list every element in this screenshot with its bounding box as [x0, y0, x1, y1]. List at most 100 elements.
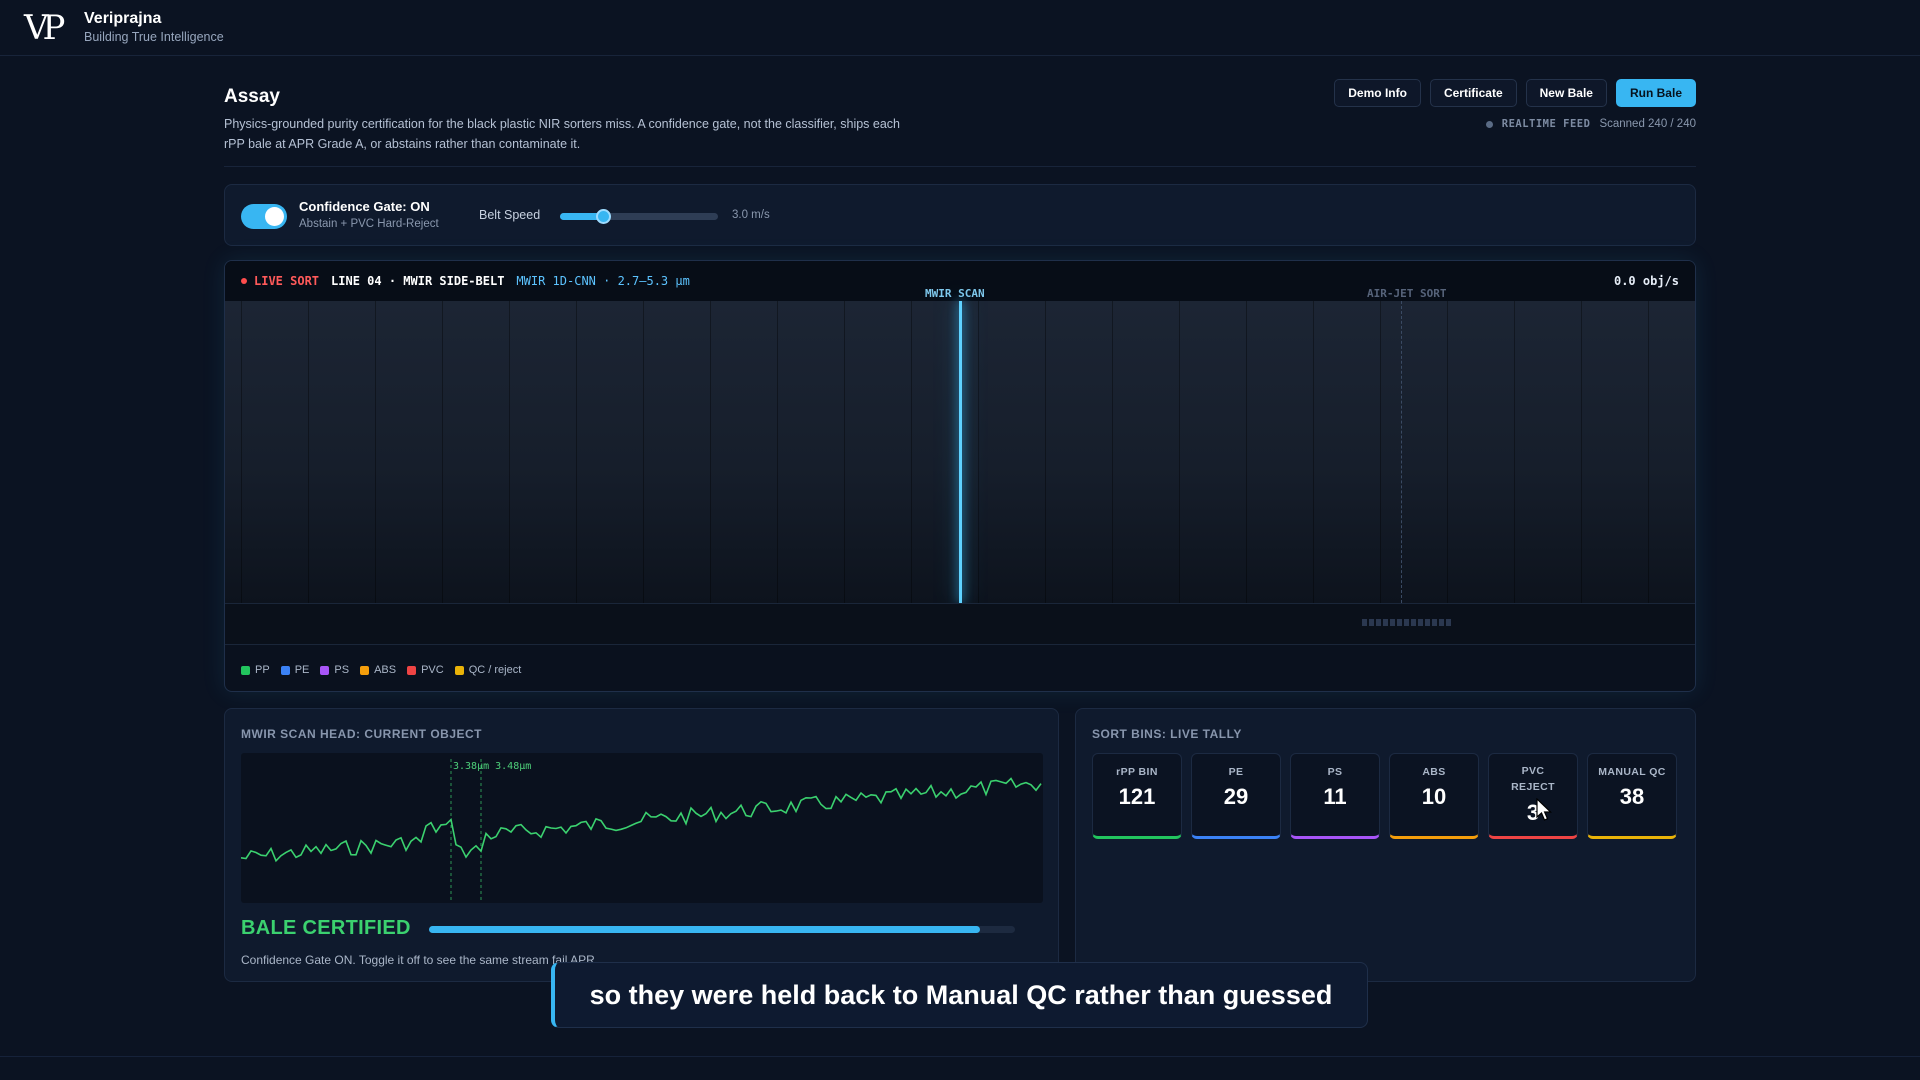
belt-lane-divider — [911, 301, 912, 603]
legend-swatch — [280, 665, 290, 675]
belt-speed-label: Belt Speed — [479, 208, 541, 222]
live-indicator-icon — [241, 278, 247, 284]
scan-head-title: MWIR SCAN HEAD: CURRENT OBJECT — [241, 727, 482, 741]
sort-bin-manual-qc[interactable]: MANUAL QC 38 — [1587, 753, 1677, 839]
spectrum-trace — [240, 777, 1042, 863]
new-bale-button[interactable]: New Bale — [1525, 79, 1607, 107]
feed-label: REALTIME FEED — [1501, 118, 1591, 130]
legend-label: ABS — [374, 664, 397, 676]
feed-dot-icon — [1485, 120, 1493, 128]
legend-item: PE — [280, 664, 310, 676]
sort-bin-ps[interactable]: PS 11 — [1290, 753, 1380, 839]
air-jet-nozzle — [1439, 619, 1444, 626]
brand-logo[interactable]: VP — [24, 8, 65, 48]
legend-item: QC / reject — [454, 664, 522, 676]
confidence-gate-sublabel: Abstain + PVC Hard-Reject — [299, 218, 439, 230]
mwir-scan-line — [959, 301, 962, 603]
mwir-scan-label: MWIR SCAN — [925, 287, 985, 300]
belt-lane-divider — [1112, 301, 1113, 603]
belt-speed-slider[interactable] — [560, 209, 718, 224]
belt-lane-divider — [1380, 301, 1381, 603]
bale-progress-fill — [429, 926, 980, 933]
legend-item: ABS — [360, 664, 396, 676]
air-jet-line — [1401, 301, 1402, 603]
brand-name[interactable]: Veriprajna — [84, 10, 162, 27]
belt-lane-divider — [1447, 301, 1448, 603]
scan-head-panel: MWIR SCAN HEAD: CURRENT OBJECT 3.38µm 3.… — [224, 708, 1059, 982]
belt-lane-divider — [844, 301, 845, 603]
belt-lower-rail — [225, 603, 1695, 645]
controls-panel: Confidence Gate: ON Abstain + PVC Hard-R… — [224, 184, 1696, 246]
belt-lane-divider — [576, 301, 577, 603]
sort-bin-pvc-reject[interactable]: PVC REJECT 3 — [1488, 753, 1578, 839]
air-jet-nozzle — [1425, 619, 1430, 626]
legend-label: PS — [334, 664, 350, 676]
demo-info-button[interactable]: Demo Info — [1334, 79, 1421, 107]
sort-bin-count: 38 — [1619, 784, 1645, 809]
legend-item: PVC — [407, 664, 444, 676]
air-jet-nozzles — [1362, 619, 1451, 626]
spectrum-marker-label: 3.38µm 3.48µm — [453, 761, 532, 772]
air-jet-nozzle — [1369, 619, 1374, 626]
live-sort-header: LIVE SORT LINE 04 · MWIR SIDE-BELT MWIR … — [225, 261, 1695, 301]
spectrum-plot: 3.38µm 3.48µm — [240, 753, 1043, 903]
air-jet-nozzle — [1432, 619, 1437, 626]
material-legend: PP PE PS ABS PVC QC / reject — [241, 664, 521, 676]
sort-bin-label: PVC REJECT — [1511, 765, 1555, 793]
confidence-gate-toggle[interactable] — [241, 204, 287, 229]
legend-label: QC / reject — [468, 664, 522, 676]
confidence-gate-label: Confidence Gate: ON — [299, 199, 430, 214]
page-description: Physics-grounded purity certification fo… — [224, 117, 901, 151]
legend-item: PP — [241, 664, 270, 676]
belt-lane-divider — [1648, 301, 1649, 603]
air-jet-nozzle — [1390, 619, 1395, 626]
legend-swatch — [320, 665, 330, 675]
belt-lane-divider — [1045, 301, 1046, 603]
sort-bins: rPP BIN 121 PE 29 PS 11 ABS 10 PVC REJECT 3 MANUAL… — [1092, 753, 1677, 839]
belt-speed-slider-thumb[interactable] — [595, 209, 611, 224]
sort-bin-count: 3 — [1526, 800, 1540, 825]
legend-label: PP — [255, 664, 270, 676]
belt-lanes — [225, 301, 1695, 603]
sort-bin-pe[interactable]: PE 29 — [1191, 753, 1281, 839]
certificate-button[interactable]: Certificate — [1429, 79, 1517, 107]
belt-lane-divider — [777, 301, 778, 603]
sort-bin-abs[interactable]: ABS 10 — [1389, 753, 1479, 839]
sort-bin-count: 11 — [1323, 784, 1347, 809]
line-label: LINE 04 · MWIR SIDE-BELT — [331, 274, 505, 288]
sort-bin-label: PE — [1228, 766, 1244, 778]
legend-swatch — [360, 665, 370, 675]
sort-bin-rpp-bin[interactable]: rPP BIN 121 — [1092, 753, 1182, 839]
header-actions: Demo Info Certificate New Bale Run Bale — [1334, 79, 1696, 107]
legend-label: PVC — [421, 664, 444, 676]
belt-lane-divider — [1313, 301, 1314, 603]
air-jet-nozzle — [1418, 619, 1423, 626]
belt-lane-divider — [241, 301, 242, 603]
sort-bin-label: ABS — [1422, 766, 1446, 778]
belt-lane-divider — [978, 301, 979, 603]
legend-label: PE — [294, 664, 310, 676]
air-jet-nozzle — [1397, 619, 1402, 626]
belt-lane-divider — [1246, 301, 1247, 603]
video-caption: so they were held back to Manual QC rath… — [551, 962, 1368, 1028]
belt-lane-divider — [710, 301, 711, 603]
legend-swatch — [407, 665, 417, 675]
realtime-feed-status: REALTIME FEED Scanned 240 / 240 — [1485, 118, 1696, 130]
bale-progress-bar — [429, 926, 1015, 933]
belt-lane-divider — [308, 301, 309, 603]
run-bale-button[interactable]: Run Bale — [1615, 79, 1696, 107]
air-jet-sort-label: AIR-JET SORT — [1367, 287, 1447, 300]
belt-lane-divider — [643, 301, 644, 603]
model-label: MWIR 1D-CNN · 2.7–5.3 µm — [516, 274, 690, 288]
sort-bin-count: 10 — [1421, 784, 1447, 809]
sort-bin-label: rPP BIN — [1116, 766, 1158, 778]
toggle-knob — [265, 207, 284, 226]
legend-item: PS — [320, 664, 349, 676]
belt-lane-divider — [1581, 301, 1582, 603]
sort-bins-title: SORT BINS: LIVE TALLY — [1092, 727, 1242, 741]
header-divider — [224, 166, 1696, 167]
belt-lane-divider — [1514, 301, 1515, 603]
live-sort-panel: LIVE SORT LINE 04 · MWIR SIDE-BELT MWIR … — [224, 260, 1696, 692]
belt-lane-divider — [442, 301, 443, 603]
sort-bins-panel: SORT BINS: LIVE TALLY rPP BIN 121 PE 29 PS 11… — [1075, 708, 1696, 982]
